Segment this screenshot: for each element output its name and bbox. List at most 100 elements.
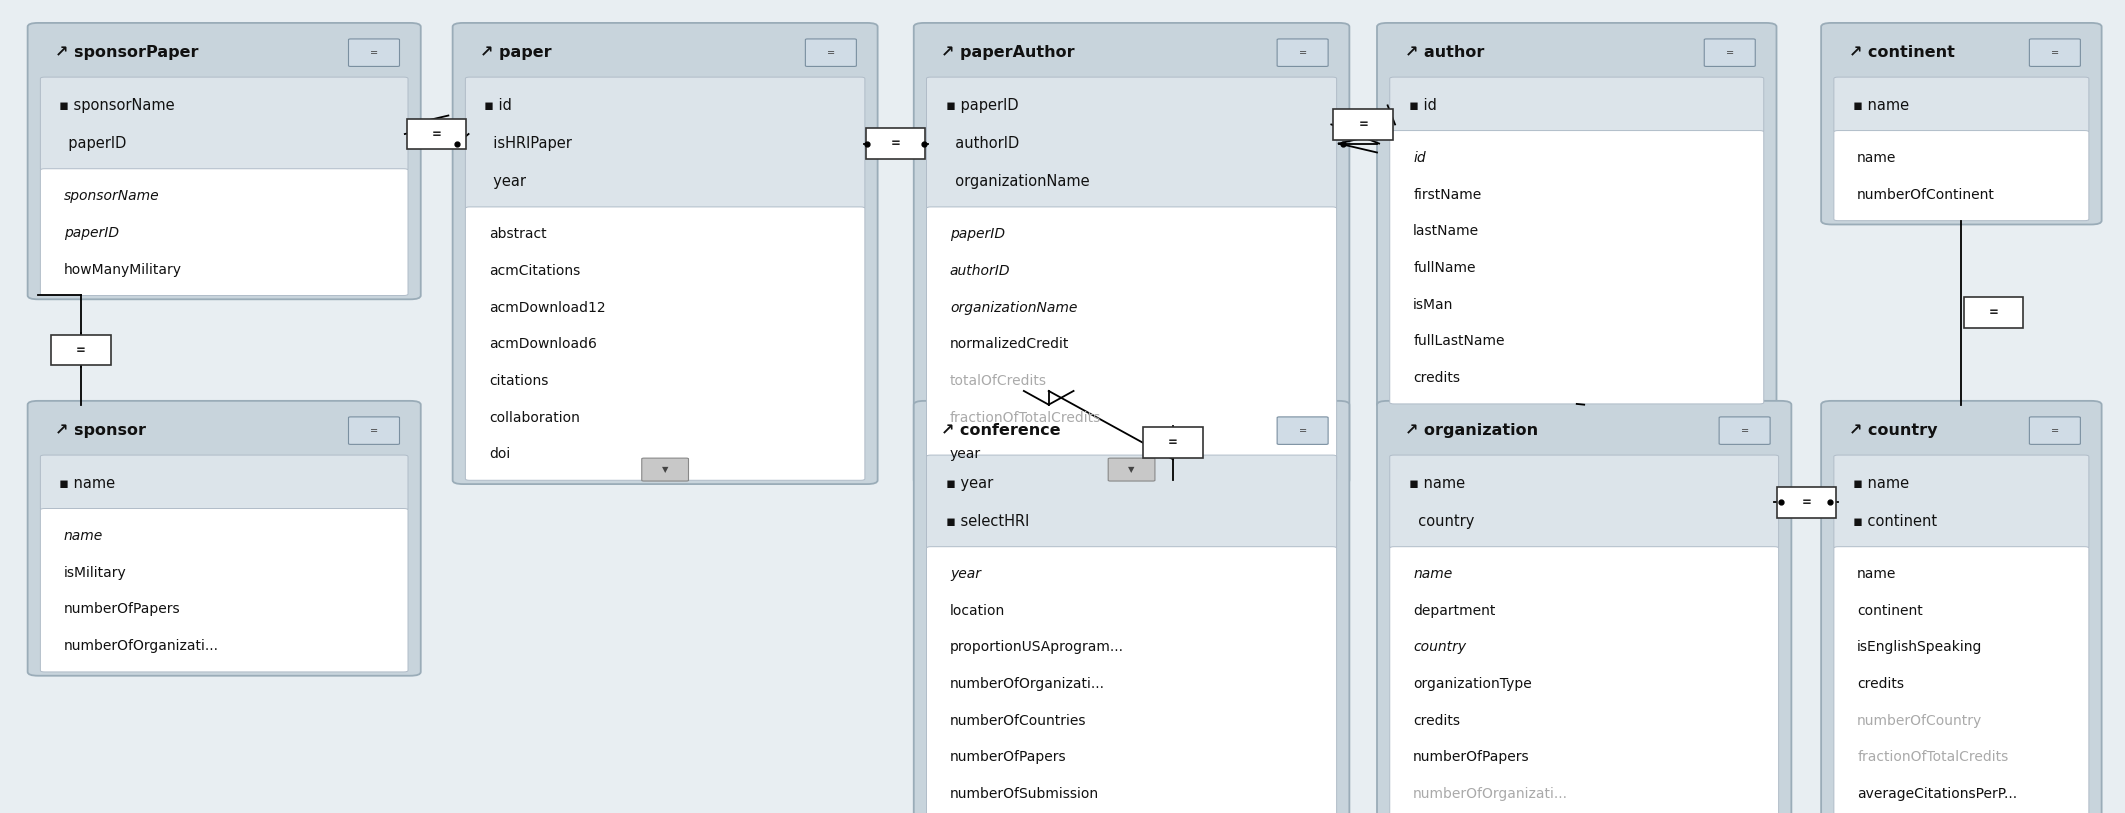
- Bar: [1334, 109, 1394, 140]
- Text: ↗ sponsorPaper: ↗ sponsorPaper: [55, 46, 200, 60]
- Text: name: name: [64, 529, 102, 543]
- FancyBboxPatch shape: [1834, 546, 2089, 813]
- Text: acmDownload6: acmDownload6: [489, 337, 597, 351]
- Text: id: id: [1413, 151, 1426, 165]
- Text: ▪ name: ▪ name: [1409, 476, 1464, 491]
- FancyBboxPatch shape: [1377, 23, 1776, 408]
- Text: credits: credits: [1413, 714, 1460, 728]
- Text: organizationName: organizationName: [946, 174, 1090, 189]
- Text: ▪ year: ▪ year: [946, 476, 992, 491]
- Text: isHRIPaper: isHRIPaper: [484, 136, 572, 151]
- Text: numberOfOrganizati...: numberOfOrganizati...: [64, 639, 219, 653]
- Text: continent: continent: [1857, 604, 1923, 618]
- FancyBboxPatch shape: [40, 169, 408, 295]
- Text: ▼: ▼: [661, 465, 669, 474]
- FancyBboxPatch shape: [1704, 39, 1755, 67]
- Bar: [1964, 298, 2023, 328]
- Text: name: name: [1857, 567, 1898, 581]
- Text: ↗ paper: ↗ paper: [480, 46, 552, 60]
- FancyBboxPatch shape: [348, 39, 400, 67]
- FancyBboxPatch shape: [1277, 417, 1328, 445]
- FancyBboxPatch shape: [40, 77, 408, 170]
- Bar: [51, 335, 110, 365]
- Text: =: =: [1726, 48, 1734, 58]
- FancyBboxPatch shape: [926, 455, 1337, 548]
- Text: numberOfPapers: numberOfPapers: [64, 602, 181, 616]
- Text: ▪ selectHRI: ▪ selectHRI: [946, 514, 1028, 529]
- FancyBboxPatch shape: [926, 207, 1337, 480]
- Text: authorID: authorID: [950, 264, 1009, 278]
- FancyBboxPatch shape: [1390, 455, 1779, 548]
- Text: ▪ id: ▪ id: [484, 98, 512, 113]
- Text: organizationType: organizationType: [1413, 677, 1532, 691]
- FancyBboxPatch shape: [1377, 401, 1791, 813]
- Text: name: name: [1857, 151, 1898, 165]
- Text: proportionUSAprogram...: proportionUSAprogram...: [950, 641, 1124, 654]
- FancyBboxPatch shape: [28, 23, 421, 299]
- Text: numberOfOrganizati...: numberOfOrganizati...: [950, 677, 1105, 691]
- Bar: [406, 119, 465, 150]
- Text: ▪ name: ▪ name: [1853, 476, 1908, 491]
- Text: name: name: [1413, 567, 1451, 581]
- Text: paperID: paperID: [64, 226, 119, 240]
- FancyBboxPatch shape: [1277, 39, 1328, 67]
- Text: numberOfPapers: numberOfPapers: [950, 750, 1067, 764]
- Text: numberOfContinent: numberOfContinent: [1857, 188, 1995, 202]
- Text: numberOfOrganizati...: numberOfOrganizati...: [1413, 787, 1568, 801]
- FancyBboxPatch shape: [1390, 77, 1764, 132]
- Text: paperID: paperID: [950, 228, 1005, 241]
- Text: averageCitationsPerP...: averageCitationsPerP...: [1857, 787, 2017, 801]
- Text: =: =: [1989, 307, 1998, 320]
- Text: country: country: [1413, 641, 1466, 654]
- Text: ↗ organization: ↗ organization: [1405, 423, 1538, 438]
- Bar: [867, 128, 926, 159]
- Text: ▪ name: ▪ name: [60, 476, 115, 491]
- Text: totalOfCredits: totalOfCredits: [950, 374, 1048, 388]
- Text: sponsorName: sponsorName: [64, 189, 159, 203]
- Text: isMan: isMan: [1413, 298, 1454, 311]
- Text: department: department: [1413, 604, 1496, 618]
- Text: ▪ name: ▪ name: [1853, 98, 1908, 113]
- FancyBboxPatch shape: [1390, 131, 1764, 404]
- Text: normalizedCredit: normalizedCredit: [950, 337, 1069, 351]
- Text: =: =: [1298, 48, 1307, 58]
- Text: year: year: [950, 567, 982, 581]
- Text: credits: credits: [1857, 677, 1904, 691]
- Text: =: =: [1169, 436, 1177, 449]
- Text: citations: citations: [489, 374, 548, 388]
- Text: organizationName: organizationName: [950, 301, 1077, 315]
- FancyBboxPatch shape: [1834, 455, 2089, 548]
- Text: =: =: [1358, 118, 1368, 131]
- Text: =: =: [827, 48, 835, 58]
- Text: credits: credits: [1413, 371, 1460, 385]
- FancyBboxPatch shape: [1719, 417, 1770, 445]
- FancyBboxPatch shape: [465, 77, 865, 208]
- FancyBboxPatch shape: [2029, 417, 2080, 445]
- FancyBboxPatch shape: [805, 39, 856, 67]
- Text: =: =: [1802, 496, 1810, 509]
- FancyBboxPatch shape: [1109, 459, 1156, 481]
- FancyBboxPatch shape: [1821, 23, 2102, 224]
- Text: =: =: [2051, 48, 2059, 58]
- Text: paperID: paperID: [60, 136, 128, 151]
- Text: isEnglishSpeaking: isEnglishSpeaking: [1857, 641, 1983, 654]
- Text: =: =: [431, 128, 442, 141]
- Text: numberOfPapers: numberOfPapers: [1413, 750, 1530, 764]
- Text: =: =: [370, 48, 378, 58]
- Text: =: =: [370, 426, 378, 436]
- Text: acmDownload12: acmDownload12: [489, 301, 606, 315]
- Text: collaboration: collaboration: [489, 411, 580, 424]
- Text: ↗ continent: ↗ continent: [1849, 46, 1955, 60]
- Text: location: location: [950, 604, 1005, 618]
- Text: ▼: ▼: [1128, 465, 1135, 474]
- Text: doi: doi: [489, 447, 510, 461]
- Text: isMilitary: isMilitary: [64, 566, 128, 580]
- Text: acmCitations: acmCitations: [489, 264, 580, 278]
- Text: numberOfCountry: numberOfCountry: [1857, 714, 1983, 728]
- Text: ↗ country: ↗ country: [1849, 423, 1938, 438]
- Text: numberOfSubmission: numberOfSubmission: [950, 787, 1099, 801]
- FancyBboxPatch shape: [926, 77, 1337, 208]
- Text: fractionOfTotalCredits: fractionOfTotalCredits: [1857, 750, 2008, 764]
- FancyBboxPatch shape: [40, 455, 408, 510]
- Text: =: =: [76, 344, 85, 357]
